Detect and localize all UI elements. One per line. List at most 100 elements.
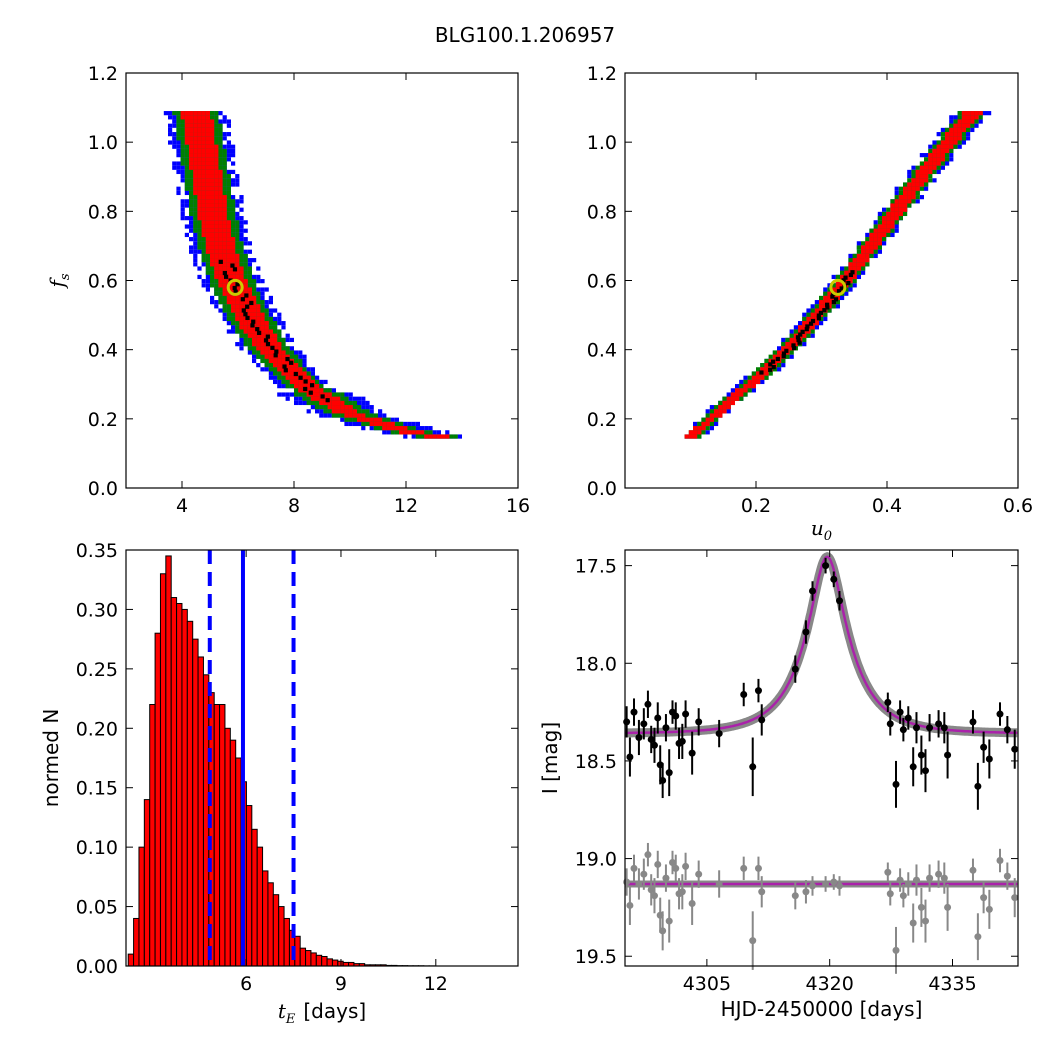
outer-contour-cell [709,426,714,431]
best-fit-cell [810,318,816,324]
inner-contour-cell [264,346,269,351]
inner-contour-cell [340,409,345,414]
inner-contour-cell [966,123,971,128]
middle-contour-cell [785,337,790,343]
outer-contour-cell [277,321,282,326]
inner-contour-cell [915,178,920,183]
best-fit-cell [240,297,245,302]
best-fit-cell [759,370,764,375]
outer-contour-cell [252,258,257,263]
outer-contour-cell [226,132,231,137]
outer-contour-cell [201,283,206,288]
outer-contour-cell [705,430,710,435]
best-fit-cell [825,302,830,307]
inner-contour-cell [928,157,933,162]
data-point [899,726,907,734]
inner-contour-cell [739,388,744,393]
inner-contour-cell [189,157,194,162]
inner-contour-cell [785,346,790,351]
inner-contour-cell [205,249,210,254]
inner-contour-cell [268,354,273,359]
outer-contour-cell [180,199,185,204]
middle-contour-cell [394,430,399,435]
inner-contour-cell [205,224,210,229]
inner-contour-cell [218,262,223,267]
outer-contour-cell [273,379,278,385]
inner-contour-cell [882,228,887,233]
outer-contour-cell [235,342,240,347]
middle-contour-cell [197,228,202,233]
inner-contour-cell [369,421,374,427]
inner-contour-cell [193,132,198,137]
inner-contour-cell [235,262,240,267]
middle-contour-cell [226,182,231,187]
middle-contour-cell [722,396,727,401]
outer-contour-cell [281,321,286,326]
inner-contour-cell [201,165,206,170]
inner-contour-cell [726,405,731,410]
middle-contour-cell [289,384,294,389]
histogram-bar [149,704,156,967]
middle-contour-cell [197,241,202,246]
outer-contour-cell [222,132,227,137]
middle-contour-cell [352,400,357,406]
middle-contour-cell [970,123,975,128]
best-fit-cell [232,267,238,272]
middle-contour-cell [222,186,227,191]
inner-contour-cell [226,262,231,267]
inner-contour-cell [214,144,219,149]
best-fit-cell [298,375,303,380]
middle-contour-cell [210,115,215,120]
middle-contour-cell [176,119,181,124]
inner-contour-cell [235,308,240,313]
outer-contour-cell [361,405,366,410]
middle-contour-cell [189,169,194,175]
best-fit-cell [303,379,308,384]
middle-contour-cell [193,203,198,208]
outer-contour-cell [961,140,966,145]
middle-contour-cell [264,358,269,364]
inner-contour-cell [205,165,210,170]
inner-contour-cell [193,119,198,124]
middle-contour-cell [264,316,269,322]
residual-point [715,880,723,888]
middle-contour-cell [184,153,189,158]
middle-contour-cell [193,207,198,212]
best-fit-cell [308,390,313,395]
outer-contour-cell [273,316,278,322]
middle-contour-cell [243,270,248,275]
inner-contour-cell [226,258,231,263]
outer-contour-cell [281,384,286,389]
inner-contour-cell [310,379,315,385]
inner-contour-cell [294,363,299,368]
inner-contour-cell [331,405,336,410]
middle-contour-cell [226,174,231,179]
inner-contour-cell [210,132,215,137]
inner-contour-cell [210,203,215,208]
middle-contour-cell [919,161,924,166]
inner-contour-cell [197,199,202,204]
y-tick-label: 19.5 [575,946,617,968]
residual-point [623,878,631,886]
inner-contour-cell [218,270,223,275]
middle-contour-cell [315,379,320,385]
inner-contour-cell [273,358,278,364]
inner-contour-cell [226,245,231,250]
inner-contour-cell [953,123,958,128]
best-fit-cell [218,259,223,264]
inner-contour-cell [193,153,198,158]
histogram-bar [197,656,204,967]
outer-contour-cell [264,300,269,305]
middle-contour-cell [294,358,299,364]
outer-contour-cell [882,207,887,212]
inner-contour-cell [226,241,231,246]
inner-contour-cell [970,119,975,124]
outer-contour-cell [243,249,248,254]
inner-contour-cell [252,333,257,338]
data-point [830,575,838,583]
inner-contour-cell [936,144,941,149]
inner-contour-cell [205,245,210,250]
middle-contour-cell [281,375,286,380]
middle-contour-cell [210,266,215,271]
data-point [791,665,799,673]
